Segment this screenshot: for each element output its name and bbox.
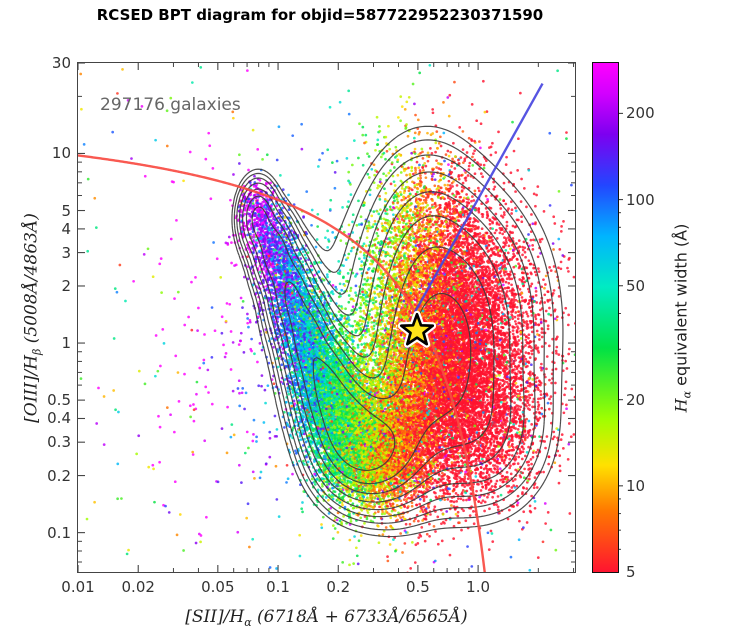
x-axis-label-text: [SII]/H [185, 607, 245, 627]
y-tick-label: 0.4 [47, 409, 71, 428]
y-tick-label: 0.3 [47, 433, 71, 452]
y-tick-label: 1 [61, 334, 71, 353]
colorbar-label: Hα equivalent width (Å) [672, 64, 694, 573]
y-tick-label: 30 [51, 54, 71, 72]
colorbar-tick-label: 5 [626, 563, 636, 581]
y-tick-label: 2 [61, 276, 71, 295]
colorbar-tick-label: 200 [626, 104, 655, 123]
y-tick-label: 3 [61, 243, 71, 262]
x-axis-label-subscript: α [244, 616, 252, 629]
scatter-density-canvas [78, 63, 575, 572]
x-tick-label: 0.5 [405, 578, 430, 596]
colorbar-gradient [593, 63, 618, 572]
figure-title: RCSED BPT diagram for objid=587722952230… [96, 6, 544, 24]
x-axis-label-units: (6718Å + 6733Å/6565Å) [251, 607, 468, 627]
x-tick-label: 0.01 [61, 578, 95, 596]
galaxy-count-annotation: 297176 galaxies [100, 95, 241, 115]
y-tick-label: 0.5 [47, 391, 71, 410]
colorbar [592, 62, 619, 573]
y-tick-label: 0.2 [47, 466, 71, 485]
colorbar-tick-label: 10 [626, 476, 646, 495]
y-axis-label: [OIII]/Hβ (5008Å/4863Å) [22, 64, 44, 573]
x-tick-label: 0.05 [201, 578, 235, 596]
x-tick-label: 0.2 [326, 578, 351, 596]
y-tick-label: 10 [51, 144, 71, 163]
x-tick-label: 0.1 [266, 578, 290, 596]
x-tick-label: 1.0 [466, 578, 491, 596]
y-tick-label: 4 [61, 219, 71, 238]
y-tick-label: 0.1 [47, 523, 71, 542]
colorbar-tick-label: 20 [626, 390, 646, 409]
x-tick-label: 0.02 [121, 578, 155, 596]
colorbar-label-subscript: α [680, 390, 694, 399]
plot-area [77, 62, 576, 573]
colorbar-tick-label: 100 [626, 190, 655, 209]
x-axis-label: [SII]/Hα (6718Å + 6733Å/6565Å) [78, 607, 575, 629]
y-tick-label: 5 [61, 201, 71, 220]
colorbar-tick-label: 50 [626, 276, 646, 295]
colorbar-label-text: equivalent width (Å) [671, 223, 691, 391]
colorbar-label-symbol: H [671, 398, 691, 413]
